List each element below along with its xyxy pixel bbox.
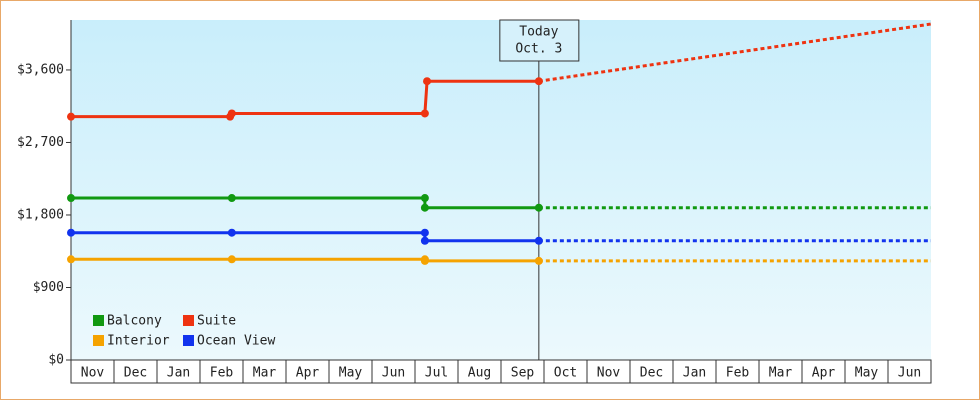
x-tick-label: Jun: [898, 366, 921, 381]
legend-swatch: [93, 335, 104, 346]
today-box: [499, 19, 580, 62]
point: [534, 203, 543, 212]
x-tick-label: May: [339, 366, 363, 381]
x-tick-label: Mar: [769, 366, 793, 381]
y-tick-label: $900: [33, 280, 64, 295]
y-tick-label: $0: [48, 353, 64, 368]
x-tick-label: Jul: [425, 366, 448, 381]
series-line: [71, 257, 539, 263]
point: [420, 109, 429, 118]
point: [67, 255, 75, 264]
point: [67, 228, 75, 237]
x-tick-label: Oct: [554, 366, 577, 381]
x-tick-label: Apr: [812, 366, 836, 381]
point: [534, 256, 543, 265]
legend-swatch: [93, 315, 104, 326]
x-tick-label: Feb: [210, 366, 234, 381]
point: [423, 77, 432, 86]
today-label: Today: [519, 25, 558, 40]
y-tick-label: $2,700: [17, 135, 64, 150]
x-tick-label: Aug: [468, 366, 491, 381]
x-tick-label: Mar: [253, 366, 277, 381]
point: [67, 112, 75, 121]
x-tick-label: Sep: [511, 366, 535, 381]
x-tick-label: Nov: [81, 366, 105, 381]
point: [227, 228, 236, 237]
point: [420, 194, 429, 203]
point: [420, 256, 429, 265]
x-tick-label: Nov: [597, 366, 621, 381]
x-tick-label: Dec: [640, 366, 663, 381]
legend-swatch: [183, 315, 194, 326]
forecast-line: [538, 22, 932, 83]
point: [420, 228, 429, 237]
series-line: [71, 79, 539, 119]
legend-label: Ocean View: [197, 334, 275, 349]
point: [534, 77, 543, 86]
today-label: Oct. 3: [515, 42, 562, 57]
plot-area: [71, 20, 931, 360]
x-tick-label: Jun: [382, 366, 405, 381]
y-tick-label: $3,600: [17, 62, 64, 77]
x-tick-label: Jan: [683, 366, 706, 381]
legend-label: Balcony: [107, 314, 162, 329]
point: [227, 255, 236, 264]
legend-label: Interior: [107, 334, 170, 349]
point: [227, 109, 236, 118]
point: [67, 194, 75, 203]
x-tick-label: Dec: [124, 366, 147, 381]
point: [227, 194, 236, 203]
point: [420, 203, 429, 212]
point: [534, 236, 543, 245]
legend-label: Suite: [197, 314, 236, 329]
x-tick-label: Apr: [296, 366, 320, 381]
point: [420, 236, 429, 245]
y-tick-label: $1,800: [17, 207, 64, 222]
x-tick-label: May: [855, 366, 879, 381]
legend-swatch: [183, 335, 194, 346]
x-tick-label: Feb: [726, 366, 750, 381]
x-tick-label: Jan: [167, 366, 190, 381]
